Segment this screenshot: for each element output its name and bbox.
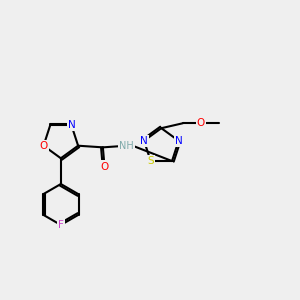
Text: NH: NH: [119, 141, 134, 151]
Text: N: N: [68, 120, 75, 130]
Text: O: O: [197, 118, 205, 128]
Text: N: N: [140, 136, 148, 146]
Text: N: N: [175, 136, 182, 146]
Text: S: S: [147, 156, 154, 166]
Text: F: F: [58, 220, 64, 230]
Text: O: O: [39, 141, 48, 151]
Text: O: O: [100, 161, 109, 172]
